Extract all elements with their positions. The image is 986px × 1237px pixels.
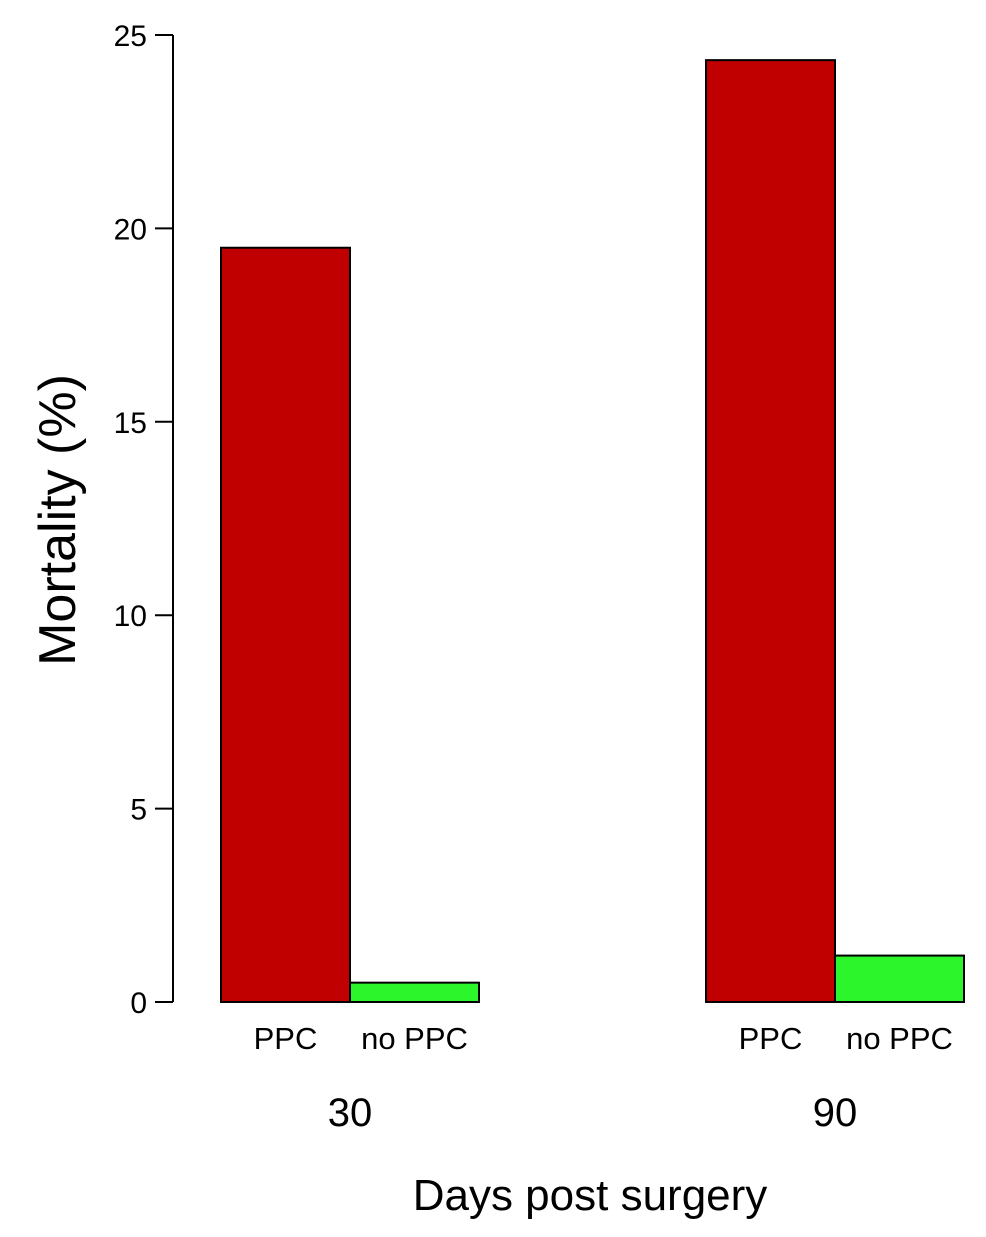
group-label: 30 (328, 1091, 373, 1135)
y-tick-label: 20 (114, 213, 147, 246)
y-tick-label: 5 (130, 794, 147, 827)
bar-90-ppc (705, 59, 836, 1003)
y-axis-title: Mortality (%) (29, 374, 87, 666)
x-axis-title: Days post surgery (413, 1171, 768, 1220)
bar-label: no PPC (361, 1021, 468, 1056)
bar-30-ppc (220, 246, 351, 1004)
x-labels: PPC no PPC 30 PPC no PPC 90 (254, 1021, 953, 1135)
bar-label: PPC (254, 1021, 318, 1056)
bar-label: PPC (739, 1021, 803, 1056)
group-label: 90 (813, 1091, 858, 1135)
y-axis: 0 5 10 15 20 25 (114, 20, 174, 1020)
bar-30-no-ppc (349, 981, 480, 1003)
bar-90-no-ppc (834, 954, 965, 1003)
y-tick-label: 0 (130, 987, 147, 1020)
y-tick-label: 10 (114, 600, 147, 633)
bars (220, 59, 965, 1004)
y-tick-label: 25 (114, 20, 147, 53)
y-tick-label: 15 (114, 407, 147, 440)
bar-label: no PPC (846, 1021, 953, 1056)
